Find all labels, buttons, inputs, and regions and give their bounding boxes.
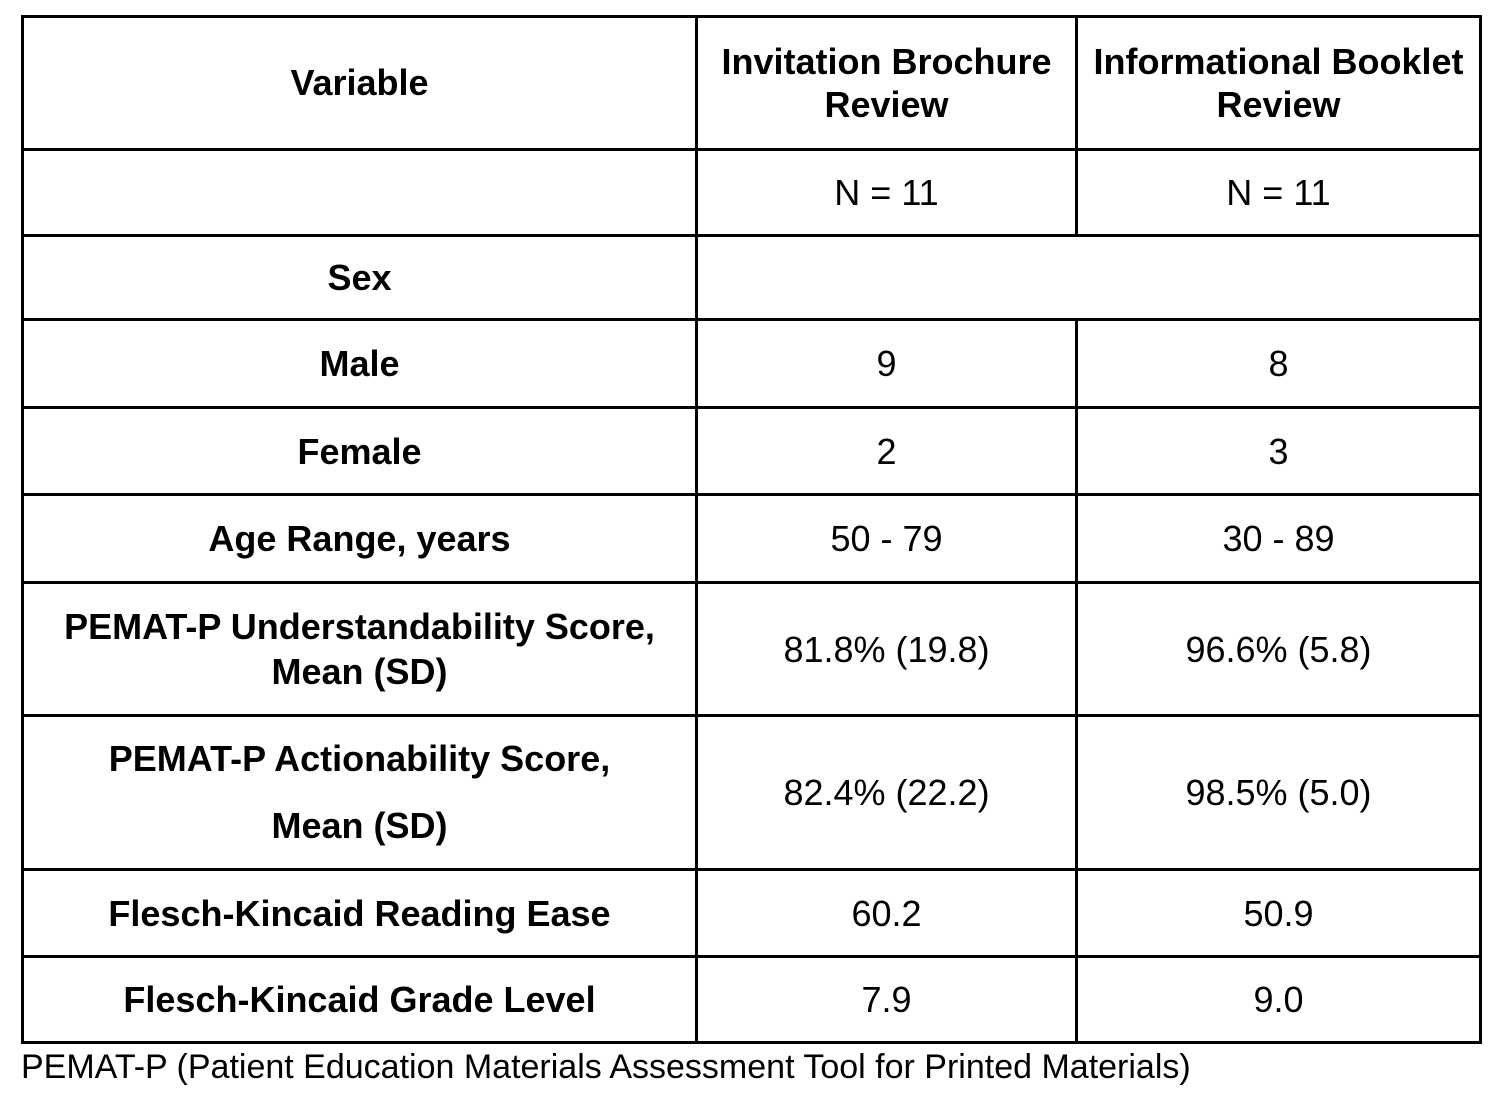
sample-size-booklet-value: N = 11 [1075,148,1482,237]
male-booklet-value: 8 [1075,318,1482,409]
header-informational-booklet-review: Informational Booklet Review [1075,15,1482,151]
understandability-invitation-value: 81.8% (19.8) [695,581,1078,717]
table-row-male: Male 9 8 [21,318,1482,409]
actionability-booklet-value: 98.5% (5.0) [1075,714,1482,871]
table-row-reading-ease: Flesch-Kincaid Reading Ease 60.2 50.9 [21,868,1482,958]
female-label: Female [21,406,698,496]
grade-level-label: Flesch-Kincaid Grade Level [21,955,698,1044]
age-range-invitation-value: 50 - 79 [695,493,1078,584]
table-row-sample-size: N = 11 N = 11 [21,148,1482,237]
actionability-invitation-value: 82.4% (22.2) [695,714,1078,871]
table-row-grade-level: Flesch-Kincaid Grade Level 7.9 9.0 [21,955,1482,1044]
male-invitation-value: 9 [695,318,1078,409]
age-range-booklet-value: 30 - 89 [1075,493,1482,584]
sex-label: Sex [21,234,698,321]
header-variable: Variable [21,15,698,151]
table-row-actionability-score: PEMAT-P Actionability Score, Mean (SD) 8… [21,714,1482,871]
reading-ease-booklet-value: 50.9 [1075,868,1482,958]
table-row-female: Female 2 3 [21,406,1482,496]
header-invitation-brochure-review: Invitation Brochure Review [695,15,1078,151]
female-booklet-value: 3 [1075,406,1482,496]
understandability-label: PEMAT-P Understandability Score, Mean (S… [21,581,698,717]
sample-size-label [21,148,698,237]
understandability-booklet-value: 96.6% (5.8) [1075,581,1482,717]
grade-level-booklet-value: 9.0 [1075,955,1482,1044]
table-row-sex: Sex [21,234,1482,321]
sex-merged-empty-cell [695,234,1482,321]
female-invitation-value: 2 [695,406,1078,496]
table-row-age-range: Age Range, years 50 - 79 30 - 89 [21,493,1482,584]
sample-size-invitation-value: N = 11 [695,148,1078,237]
table-row-understandability-score: PEMAT-P Understandability Score, Mean (S… [21,581,1482,717]
actionability-label: PEMAT-P Actionability Score, Mean (SD) [21,714,698,871]
study-results-table: Variable Invitation Brochure Review Info… [21,15,1482,1044]
age-range-label: Age Range, years [21,493,698,584]
grade-level-invitation-value: 7.9 [695,955,1078,1044]
male-label: Male [21,318,698,409]
table-caption-pemat-definition: PEMAT-P (Patient Education Materials Ass… [21,1048,1191,1086]
table-header-row: Variable Invitation Brochure Review Info… [21,15,1482,151]
reading-ease-invitation-value: 60.2 [695,868,1078,958]
reading-ease-label: Flesch-Kincaid Reading Ease [21,868,698,958]
